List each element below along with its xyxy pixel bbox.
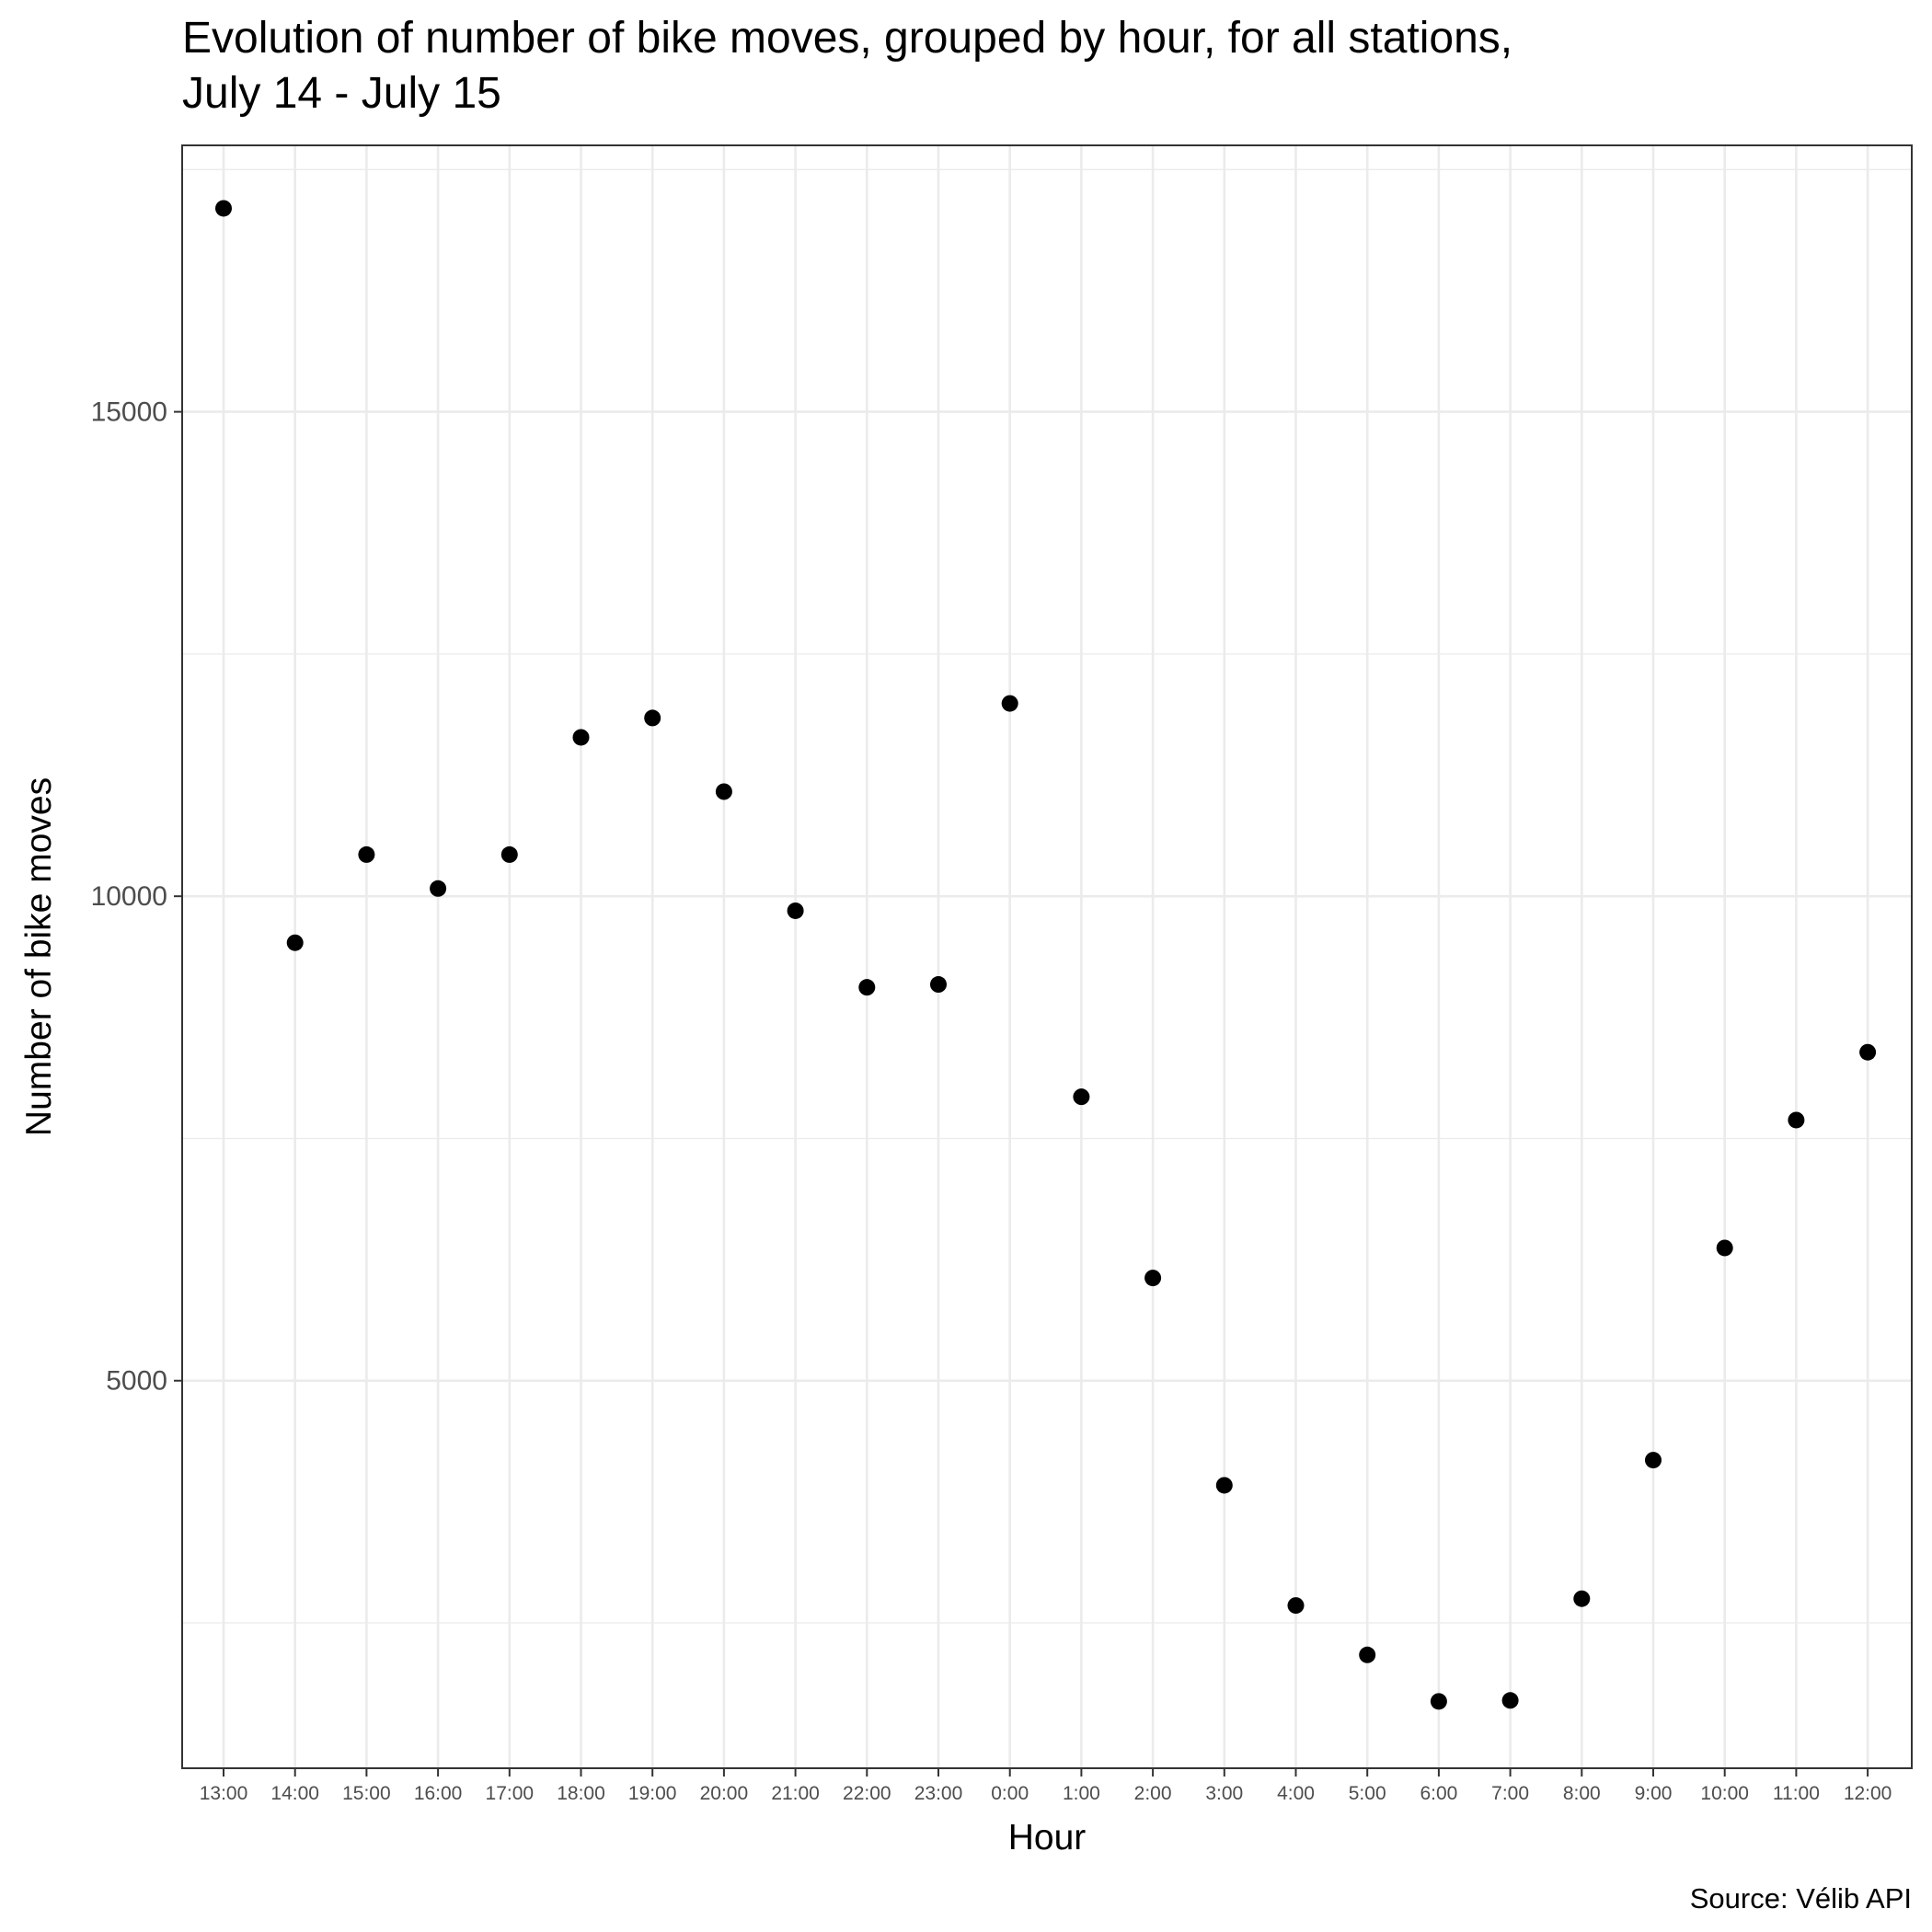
y-tick-label: 5000 [106,1366,167,1397]
grid-lines [182,145,1912,1768]
data-points [215,200,1877,1710]
x-tick-label: 12:00 [1844,1783,1892,1804]
x-tick-label: 16:00 [414,1783,463,1804]
panel-border [181,144,1913,1769]
data-point [787,902,804,919]
data-point [215,200,232,217]
data-point [500,845,518,863]
x-tick-label: 20:00 [700,1783,749,1804]
x-tick-label: 4:00 [1277,1783,1315,1804]
data-point [1501,1692,1519,1709]
data-point [1573,1590,1591,1607]
x-tick-label: 2:00 [1134,1783,1172,1804]
chart-title-line-2: July 14 - July 15 [182,69,501,118]
data-point [1144,1270,1162,1287]
x-tick-label: 22:00 [843,1783,891,1804]
x-tick-label: 17:00 [486,1783,535,1804]
x-tick-label: 10:00 [1700,1783,1749,1804]
x-tick-label: 1:00 [1063,1783,1100,1804]
y-axis-title: Number of bike moves [19,777,59,1136]
x-tick-label: 3:00 [1205,1783,1243,1804]
x-axis-title: Hour [1008,1818,1087,1857]
source-caption: Source: Vélib API [1690,1882,1912,1915]
data-point [858,979,876,996]
data-point [1359,1646,1376,1663]
x-tick-label: 7:00 [1491,1783,1529,1804]
data-point [430,880,447,897]
data-point [1215,1477,1233,1494]
data-point [358,845,375,863]
x-tick-label: 9:00 [1635,1783,1673,1804]
x-tick-label: 15:00 [342,1783,391,1804]
y-tick-label: 10000 [91,881,167,912]
data-point [1430,1693,1447,1710]
x-tick-label: 13:00 [200,1783,248,1804]
x-tick-label: 8:00 [1563,1783,1601,1804]
x-tick-label: 0:00 [991,1783,1029,1804]
x-tick-label: 21:00 [771,1783,820,1804]
data-point [1788,1111,1805,1129]
data-point [1645,1452,1662,1469]
x-tick-label: 19:00 [628,1783,677,1804]
x-tick-label: 5:00 [1349,1783,1386,1804]
data-point [1073,1088,1090,1106]
chart-title-line-1: Evolution of number of bike moves, group… [182,14,1513,63]
data-point [1001,695,1018,712]
data-point [1716,1239,1733,1257]
y-tick-label: 15000 [91,397,167,428]
x-tick-label: 14:00 [270,1783,319,1804]
chart-title: Evolution of number of bike moves, group… [182,11,1512,121]
data-point [644,709,661,727]
x-tick-label: 6:00 [1420,1783,1457,1804]
x-tick-label: 23:00 [914,1783,963,1804]
x-tick-label: 18:00 [557,1783,605,1804]
axes: 5000 10000 15000 13:00 14:00 15:00 16:00 17:00 1… [91,397,1892,1804]
x-tick-label: 11:00 [1773,1783,1820,1804]
data-point [1859,1043,1877,1061]
data-point [1287,1597,1305,1615]
data-point [572,729,590,746]
data-point [715,783,732,800]
data-point [286,934,304,951]
data-point [930,976,947,994]
